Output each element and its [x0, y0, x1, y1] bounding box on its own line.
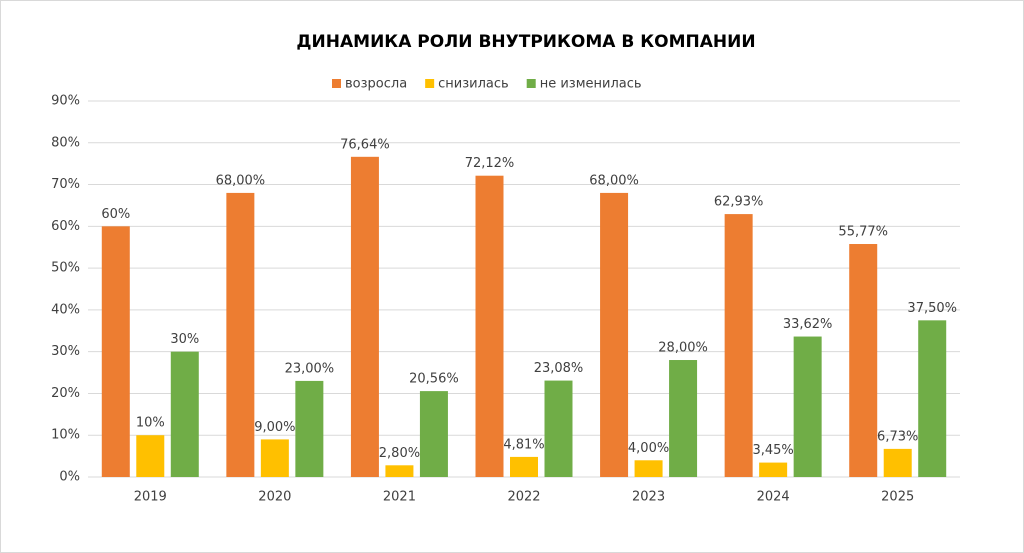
value-label: 9,00%	[254, 420, 295, 435]
y-tick-label: 30%	[51, 344, 80, 359]
bar	[136, 435, 165, 477]
value-label: 28,00%	[658, 341, 708, 356]
y-tick-label: 60%	[51, 219, 80, 234]
x-tick-label: 2023	[632, 490, 665, 505]
y-tick-label: 80%	[51, 135, 80, 150]
value-label: 23,00%	[285, 361, 335, 376]
bar	[600, 192, 629, 477]
bar	[669, 360, 698, 477]
value-label: 68,00%	[216, 173, 266, 188]
y-tick-label: 20%	[51, 386, 80, 401]
y-tick-label: 50%	[51, 261, 80, 276]
bar	[295, 380, 324, 477]
bar	[226, 192, 255, 477]
legend-swatch	[425, 79, 435, 88]
x-tick-label: 2021	[383, 490, 416, 505]
x-tick-label: 2022	[507, 490, 540, 505]
bar	[883, 448, 912, 477]
bar	[793, 336, 822, 477]
legend-label: снизилась	[438, 77, 509, 92]
bar	[510, 456, 538, 477]
value-label: 30%	[170, 332, 199, 347]
bar	[101, 226, 130, 477]
y-tick-label: 10%	[51, 428, 80, 443]
bar	[475, 175, 504, 477]
y-tick-label: 90%	[51, 94, 80, 109]
bar	[260, 439, 289, 477]
legend-swatch	[526, 79, 536, 88]
legend-swatch	[332, 79, 341, 88]
legend-label: не изменилась	[540, 77, 642, 92]
x-tick-label: 2024	[757, 490, 790, 505]
value-label: 23,08%	[534, 361, 584, 376]
x-tick-label: 2019	[134, 490, 167, 505]
bar	[385, 465, 414, 477]
bar	[544, 380, 573, 477]
bar	[759, 462, 788, 477]
value-label: 60%	[101, 207, 130, 222]
value-label: 3,45%	[752, 443, 793, 458]
bar	[724, 214, 753, 477]
y-tick-label: 40%	[51, 302, 80, 317]
value-label: 6,73%	[877, 429, 918, 444]
bar	[419, 391, 448, 477]
value-label: 4,81%	[503, 437, 544, 452]
bar	[350, 156, 379, 477]
y-tick-label: 70%	[51, 177, 80, 192]
value-label: 33,62%	[783, 317, 833, 332]
value-label: 4,00%	[628, 441, 669, 456]
value-label: 37,50%	[907, 301, 957, 316]
value-label: 10%	[136, 416, 165, 431]
value-label: 76,64%	[340, 137, 390, 152]
value-label: 68,00%	[589, 173, 639, 188]
value-label: 72,12%	[465, 156, 515, 171]
value-label: 2,80%	[379, 446, 420, 461]
bar	[849, 244, 878, 477]
bar	[170, 351, 199, 477]
value-label: 62,93%	[714, 195, 764, 210]
legend-label: возросла	[345, 77, 407, 92]
bar	[918, 320, 947, 477]
value-label: 55,77%	[838, 225, 888, 240]
x-tick-label: 2025	[881, 490, 914, 505]
y-tick-label: 0%	[59, 470, 80, 485]
bar	[634, 460, 663, 477]
value-label: 20,56%	[409, 372, 459, 387]
chart-title: ДИНАМИКА РОЛИ ВНУТРИКОМА В КОМПАНИИ	[296, 32, 755, 52]
x-tick-label: 2020	[258, 490, 291, 505]
